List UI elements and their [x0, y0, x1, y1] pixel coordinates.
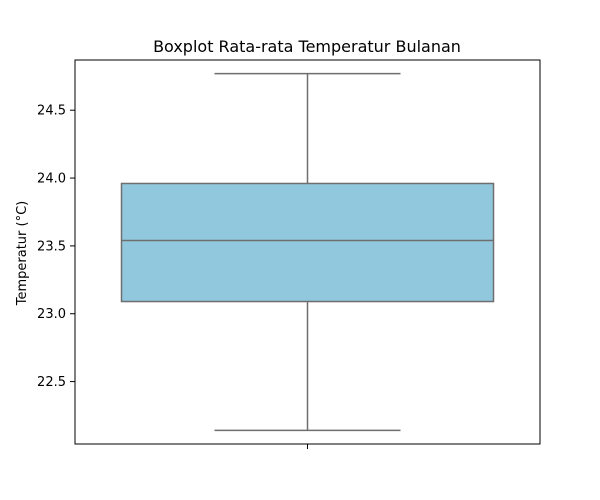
y-axis: 22.5 23.0 23.5 24.0 24.5: [37, 104, 75, 390]
y-tick-label: 23.0: [37, 307, 66, 322]
y-tick-label: 24.0: [37, 172, 66, 187]
y-tick-label: 22.5: [37, 375, 66, 390]
iqr-box: [120, 182, 495, 303]
y-axis-label: Temperatur (°C): [15, 201, 30, 307]
y-tick-label: 23.5: [37, 239, 66, 254]
plot-marks: [120, 72, 495, 432]
y-tick-label: 24.5: [37, 104, 66, 119]
chart-title: Boxplot Rata-rata Temperatur Bulanan: [153, 37, 461, 56]
